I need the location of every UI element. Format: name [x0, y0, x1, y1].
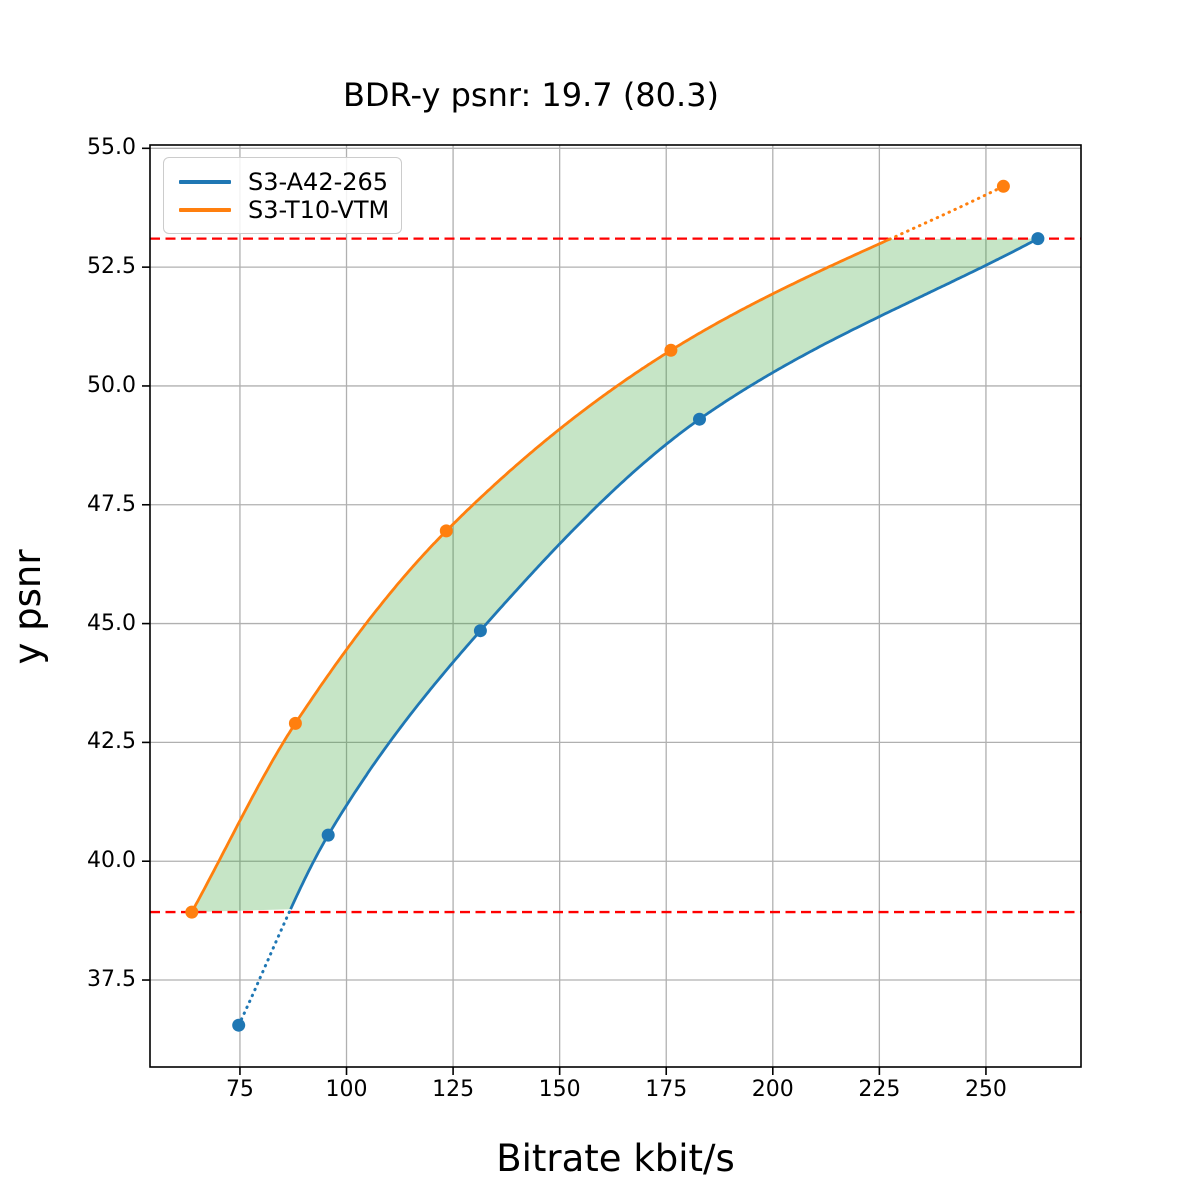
x-tick-label: 200: [751, 1077, 794, 1102]
x-tick-label: 100: [325, 1077, 368, 1102]
y-tick-label: 45.0: [87, 610, 136, 636]
x-tick-label: 150: [538, 1077, 581, 1102]
series-line: [190, 237, 891, 913]
series-line: [289, 237, 1039, 910]
legend-item: S3-A42-265: [179, 168, 389, 196]
y-tick-label: 50.0: [87, 372, 136, 398]
legend-item: S3-T10-VTM: [179, 196, 390, 224]
data-point-marker: [693, 412, 706, 426]
y-tick-label: 55.0: [87, 135, 136, 161]
y-axis-label: y psnr: [6, 549, 49, 665]
series-line-dotted: [888, 184, 1005, 241]
y-tick-label: 40.0: [87, 848, 136, 874]
y-tick-label: 37.5: [87, 967, 136, 993]
data-point-marker: [664, 343, 678, 357]
data-point-marker: [473, 624, 487, 638]
x-tick-label: 175: [645, 1077, 688, 1102]
data-point-marker: [439, 524, 453, 538]
chart-title: BDR-y psnr: 19.7 (80.3): [342, 76, 720, 114]
y-tick-label: 52.5: [87, 254, 136, 280]
x-axis-label: Bitrate kbit/s: [496, 1137, 735, 1180]
y-tick-label: 42.5: [87, 729, 136, 755]
series-line-dotted: [237, 907, 293, 1027]
data-point-marker: [232, 1018, 246, 1032]
legend-line-sample-blue: [179, 180, 231, 184]
legend: S3-A42-265 S3-T10-VTM: [163, 157, 402, 234]
legend-label: S3-A42-265: [248, 168, 389, 196]
legend-line-sample-orange: [179, 208, 231, 212]
data-point-marker: [288, 716, 302, 730]
x-tick-label: 225: [858, 1077, 901, 1102]
x-tick-label: 75: [225, 1077, 254, 1102]
overlap-fill-region: [191, 238, 1038, 913]
x-tick-label: 125: [432, 1077, 475, 1102]
data-point-marker: [996, 179, 1010, 193]
legend-label: S3-T10-VTM: [248, 196, 390, 224]
y-tick-label: 47.5: [87, 491, 136, 517]
x-tick-label: 250: [964, 1077, 1007, 1102]
data-point-marker: [185, 905, 199, 919]
data-point-marker: [1031, 232, 1045, 246]
data-point-marker: [321, 828, 335, 842]
plot-border: [149, 144, 1082, 1068]
